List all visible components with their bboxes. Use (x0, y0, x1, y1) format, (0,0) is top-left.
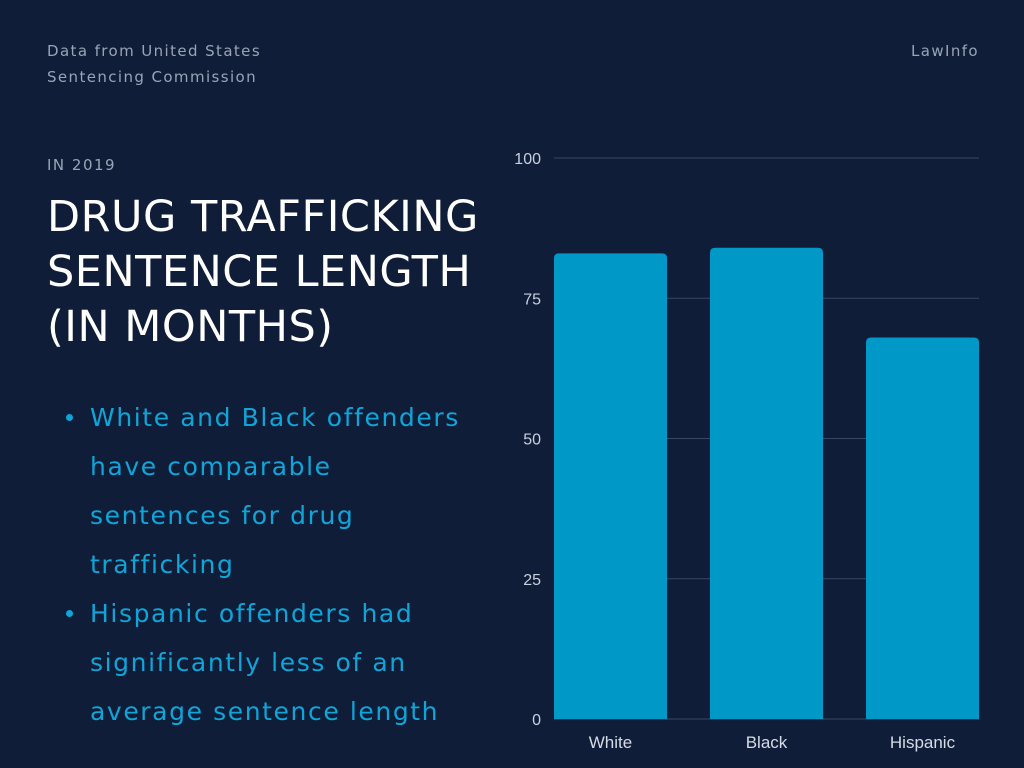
title-line-3: (IN MONTHS) (47, 302, 334, 352)
y-tick-label: 75 (523, 291, 541, 308)
source-line-1: Data from United States (47, 42, 262, 60)
page-title: DRUG TRAFFICKING SENTENCE LENGTH (IN MON… (47, 190, 517, 355)
year-kicker: IN 2019 (47, 156, 117, 174)
y-tick-label: 100 (514, 151, 541, 168)
finding-line: White and Black offenders (90, 403, 460, 432)
bar-hispanic (866, 337, 979, 719)
source-line-2: Sentencing Commission (47, 68, 258, 86)
bullet-dot-icon (66, 414, 73, 421)
source-note: Data from United States Sentencing Commi… (47, 38, 261, 90)
brand-label: LawInfo (910, 42, 979, 60)
y-tick-label: 25 (523, 572, 541, 589)
key-findings-list: White and Black offenders have comparabl… (66, 393, 490, 736)
x-tick-label: Hispanic (890, 733, 956, 752)
finding-item-hispanic: Hispanic offenders had significantly les… (66, 589, 490, 736)
finding-line: sentences for drug (90, 501, 355, 530)
finding-item-comparable: White and Black offenders have comparabl… (66, 393, 490, 589)
finding-line: have comparable (90, 452, 332, 481)
bar-white (554, 253, 667, 719)
title-line-1: DRUG TRAFFICKING (47, 192, 479, 242)
y-tick-label: 50 (523, 432, 541, 449)
finding-line: Hispanic offenders had (90, 599, 414, 628)
sentence-length-bar-chart: 0 25 50 75 100 White Black Hispanic (514, 151, 979, 752)
bar-black (710, 247, 823, 719)
finding-line: average sentence length (90, 697, 440, 726)
x-tick-label: White (589, 733, 632, 752)
finding-line: significantly less of an (90, 648, 407, 677)
x-tick-label: Black (746, 733, 788, 752)
y-tick-label: 0 (532, 712, 541, 729)
finding-line: trafficking (90, 550, 235, 579)
title-line-2: SENTENCE LENGTH (47, 247, 472, 297)
bullet-dot-icon (66, 610, 73, 617)
